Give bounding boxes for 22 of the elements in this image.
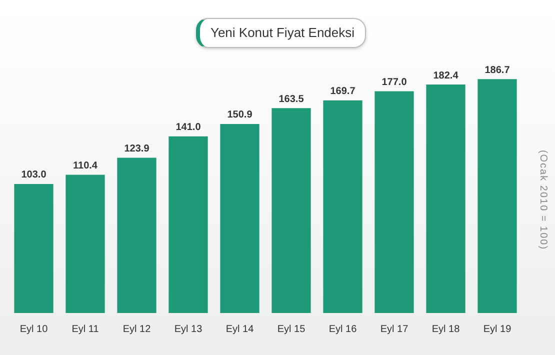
x-tick-label: Eyl 13 <box>174 324 203 335</box>
x-tick-label: Eyl 11 <box>72 324 100 335</box>
data-label: 177.0 <box>382 77 408 88</box>
data-label: 123.9 <box>124 144 150 155</box>
data-label: 103.0 <box>21 170 47 181</box>
data-label: 150.9 <box>227 110 253 121</box>
data-label: 110.4 <box>73 160 98 172</box>
y-axis-title: (Ocak 2010 = 100) <box>538 150 548 250</box>
data-label: 141.0 <box>176 122 202 134</box>
x-tick-label: Eyl 16 <box>328 324 358 335</box>
data-label: 169.7 <box>330 86 356 98</box>
x-tick-label: Eyl 18 <box>432 324 460 335</box>
chart-title: Yeni Konut Fiyat Endeksi <box>196 18 366 48</box>
data-label: 186.7 <box>484 64 510 76</box>
data-label: 163.5 <box>278 94 304 105</box>
x-tick-label: Eyl 12 <box>122 324 152 335</box>
x-tick-label: Eyl 17 <box>380 324 409 335</box>
x-tick-label: Eyl 10 <box>20 324 48 335</box>
x-tick-label: Eyl 15 <box>277 324 306 335</box>
data-label: 182.4 <box>433 70 459 82</box>
x-tick-label: Eyl 19 <box>483 324 512 335</box>
x-tick-label: Eyl 14 <box>226 324 254 335</box>
